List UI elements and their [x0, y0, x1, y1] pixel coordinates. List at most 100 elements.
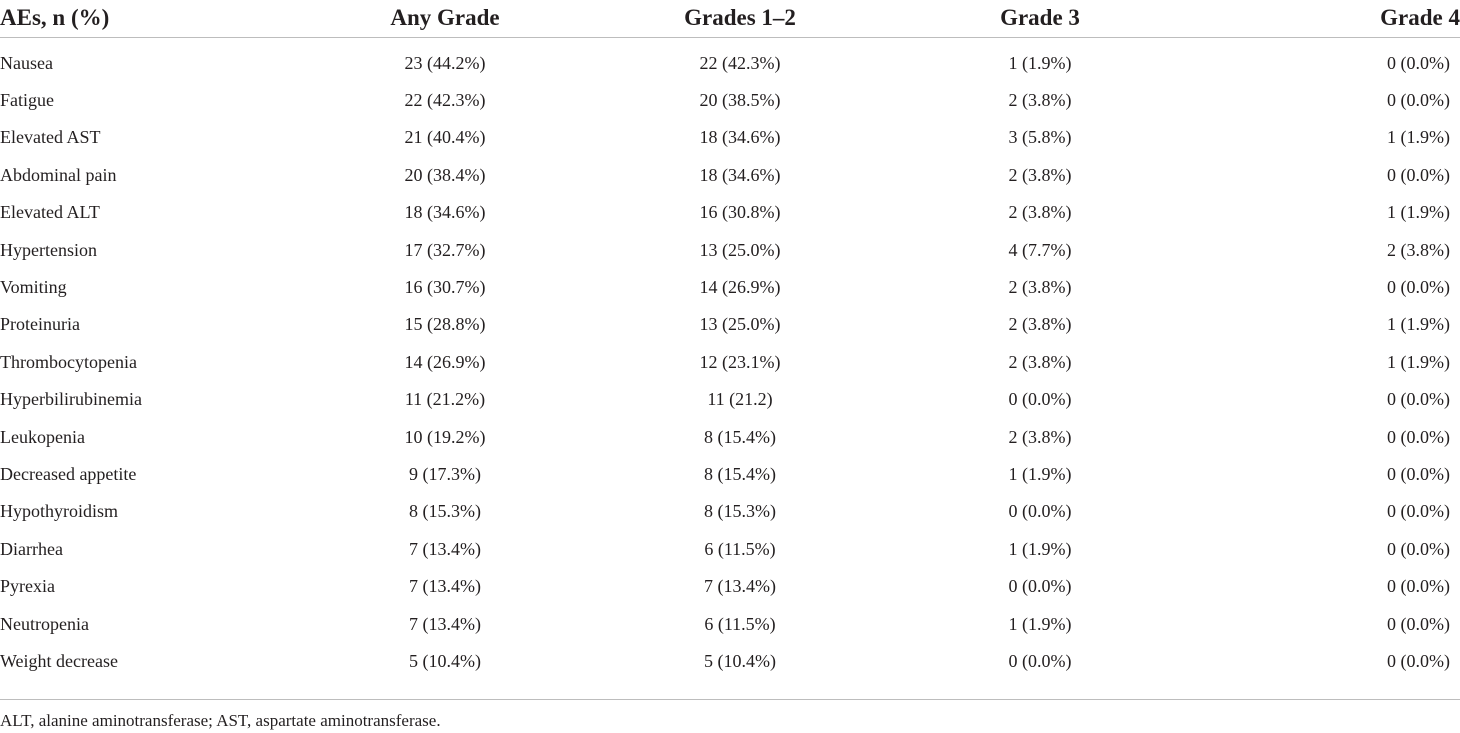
adverse-events-table-container: AEs, n (%) Any Grade Grades 1–2 Grade 3 … [0, 0, 1460, 693]
cell-grade-3: 2 (3.8%) [1008, 202, 1072, 223]
header-grade-3: Grade 3 [890, 0, 1190, 38]
cell-ae-name: Pyrexia [0, 576, 55, 597]
cell-ae-name: Decreased appetite [0, 463, 137, 484]
cell-grade-4: 0 (0.0%) [1387, 650, 1450, 671]
cell-grades-1-2: 6 (11.5%) [704, 538, 776, 559]
cell-grade-3: 2 (3.8%) [1008, 426, 1072, 447]
cell-grade-3: 1 (1.9%) [1008, 613, 1072, 634]
cell-any-grade: 9 (17.3%) [409, 463, 481, 484]
cell-any-grade: 16 (30.7%) [404, 277, 486, 298]
cell-grade-4: 2 (3.8%) [1387, 239, 1450, 260]
cell-grades-1-2: 18 (34.6%) [699, 164, 781, 185]
cell-grade-3: 2 (3.8%) [1008, 164, 1072, 185]
cell-grade-3: 2 (3.8%) [1008, 314, 1072, 335]
table-row: Thrombocytopenia 14 (26.9%) 12 (23.1%) 2 (3… [0, 343, 1460, 380]
cell-ae-name: Neutropenia [0, 613, 89, 634]
cell-ae-name: Proteinuria [0, 314, 80, 335]
cell-grade-4: 0 (0.0%) [1387, 538, 1450, 559]
cell-grade-4: 0 (0.0%) [1387, 90, 1450, 111]
cell-ae-name: Fatigue [0, 90, 54, 111]
cell-any-grade: 10 (19.2%) [404, 426, 486, 447]
cell-grade-3: 1 (1.9%) [1008, 538, 1072, 559]
table-row: Abdominal pain 20 (38.4%) 18 (34.6%) 2 (3.8… [0, 156, 1460, 193]
cell-grade-4: 0 (0.0%) [1387, 164, 1450, 185]
cell-grade-3: 2 (3.8%) [1008, 90, 1072, 111]
cell-grade-4: 0 (0.0%) [1387, 463, 1450, 484]
cell-grade-3: 0 (0.0%) [1008, 650, 1072, 671]
cell-grades-1-2: 8 (15.3%) [704, 501, 776, 522]
cell-ae-name: Hypertension [0, 239, 97, 260]
cell-any-grade: 21 (40.4%) [404, 127, 486, 148]
cell-any-grade: 15 (28.8%) [404, 314, 486, 335]
table-row: Elevated AST 21 (40.4%) 18 (34.6%) 3 (5.8%)… [0, 119, 1460, 156]
cell-grade-4: 1 (1.9%) [1387, 314, 1450, 335]
cell-ae-name: Diarrhea [0, 538, 63, 559]
cell-grades-1-2: 13 (25.0%) [699, 314, 781, 335]
cell-grade-3: 0 (0.0%) [1008, 576, 1072, 597]
header-grade-4: Grade 4 [1190, 0, 1460, 38]
cell-ae-name: Vomiting [0, 277, 67, 298]
cell-any-grade: 22 (42.3%) [404, 90, 486, 111]
cell-grade-3: 1 (1.9%) [1008, 463, 1072, 484]
cell-ae-name: Weight decrease [0, 650, 118, 671]
cell-ae-name: Thrombocytopenia [0, 351, 137, 372]
cell-grade-4: 1 (1.9%) [1387, 127, 1450, 148]
table-row: Nausea 23 (44.2%) 22 (42.3%) 1 (1.9%) 0 (0.0… [0, 38, 1460, 82]
cell-any-grade: 23 (44.2%) [404, 52, 486, 73]
cell-grades-1-2: 22 (42.3%) [699, 52, 781, 73]
cell-grades-1-2: 6 (11.5%) [704, 613, 776, 634]
cell-any-grade: 7 (13.4%) [409, 576, 481, 597]
table-row: Hypothyroidism 8 (15.3%) 8 (15.3%) 0 (0.0%)… [0, 493, 1460, 530]
table-body: Nausea 23 (44.2%) 22 (42.3%) 1 (1.9%) 0 (0.0… [0, 38, 1460, 693]
cell-ae-name: Leukopenia [0, 426, 85, 447]
table-row: Diarrhea 7 (13.4%) 6 (11.5%) 1 (1.9%) 0 (0.0… [0, 530, 1460, 567]
cell-grades-1-2: 14 (26.9%) [699, 277, 781, 298]
cell-grade-3: 4 (7.7%) [1008, 239, 1072, 260]
cell-any-grade: 17 (32.7%) [404, 239, 486, 260]
cell-any-grade: 8 (15.3%) [409, 501, 481, 522]
table-row: Proteinuria 15 (28.8%) 13 (25.0%) 2 (3.8%) 1… [0, 306, 1460, 343]
cell-ae-name: Hyperbilirubinemia [0, 389, 142, 410]
table-footnote: ALT, alanine aminotransferase; AST, aspa… [0, 711, 441, 730]
adverse-events-table: AEs, n (%) Any Grade Grades 1–2 Grade 3 … [0, 0, 1460, 693]
cell-grade-4: 0 (0.0%) [1387, 277, 1450, 298]
cell-any-grade: 20 (38.4%) [404, 164, 486, 185]
cell-grades-1-2: 8 (15.4%) [704, 426, 776, 447]
cell-grade-3: 3 (5.8%) [1008, 127, 1072, 148]
cell-grade-3: 2 (3.8%) [1008, 351, 1072, 372]
cell-grade-4: 0 (0.0%) [1387, 389, 1450, 410]
table-bottom-rule [0, 699, 1460, 700]
cell-grades-1-2: 11 (21.2) [707, 389, 773, 410]
table-row: Hypertension 17 (32.7%) 13 (25.0%) 4 (7.7%)… [0, 231, 1460, 268]
cell-any-grade: 14 (26.9%) [404, 351, 486, 372]
table-row: Pyrexia 7 (13.4%) 7 (13.4%) 0 (0.0%) 0 (0.0%… [0, 567, 1460, 604]
cell-grade-3: 2 (3.8%) [1008, 277, 1072, 298]
cell-grades-1-2: 12 (23.1%) [699, 351, 781, 372]
cell-any-grade: 18 (34.6%) [404, 202, 486, 223]
table-row: Vomiting 16 (30.7%) 14 (26.9%) 2 (3.8%) 0 (0… [0, 268, 1460, 305]
cell-grades-1-2: 13 (25.0%) [699, 239, 781, 260]
cell-grades-1-2: 16 (30.8%) [699, 202, 781, 223]
cell-grades-1-2: 18 (34.6%) [699, 127, 781, 148]
cell-grade-4: 0 (0.0%) [1387, 576, 1450, 597]
table-row: Hyperbilirubinemia 11 (21.2%) 11 (21.2) 0 (… [0, 381, 1460, 418]
cell-grades-1-2: 5 (10.4%) [704, 650, 776, 671]
cell-any-grade: 7 (13.4%) [409, 538, 481, 559]
cell-ae-name: Elevated ALT [0, 202, 100, 223]
table-row: Neutropenia 7 (13.4%) 6 (11.5%) 1 (1.9%) 0 (… [0, 605, 1460, 642]
cell-grade-3: 0 (0.0%) [1008, 501, 1072, 522]
table-header: AEs, n (%) Any Grade Grades 1–2 Grade 3 … [0, 0, 1460, 38]
cell-grades-1-2: 20 (38.5%) [699, 90, 781, 111]
cell-grade-3: 1 (1.9%) [1008, 52, 1072, 73]
cell-grade-4: 0 (0.0%) [1387, 52, 1450, 73]
cell-grade-4: 1 (1.9%) [1387, 351, 1450, 372]
cell-any-grade: 7 (13.4%) [409, 613, 481, 634]
cell-grade-4: 0 (0.0%) [1387, 613, 1450, 634]
cell-grade-4: 1 (1.9%) [1387, 202, 1450, 223]
table-row: Decreased appetite 9 (17.3%) 8 (15.4%) 1 (1… [0, 455, 1460, 492]
cell-ae-name: Abdominal pain [0, 164, 117, 185]
header-aes: AEs, n (%) [0, 0, 300, 38]
header-row: AEs, n (%) Any Grade Grades 1–2 Grade 3 … [0, 0, 1460, 38]
table-row: Leukopenia 10 (19.2%) 8 (15.4%) 2 (3.8%) 0 (… [0, 418, 1460, 455]
table-row: Fatigue 22 (42.3%) 20 (38.5%) 2 (3.8%) 0 (0.… [0, 81, 1460, 118]
